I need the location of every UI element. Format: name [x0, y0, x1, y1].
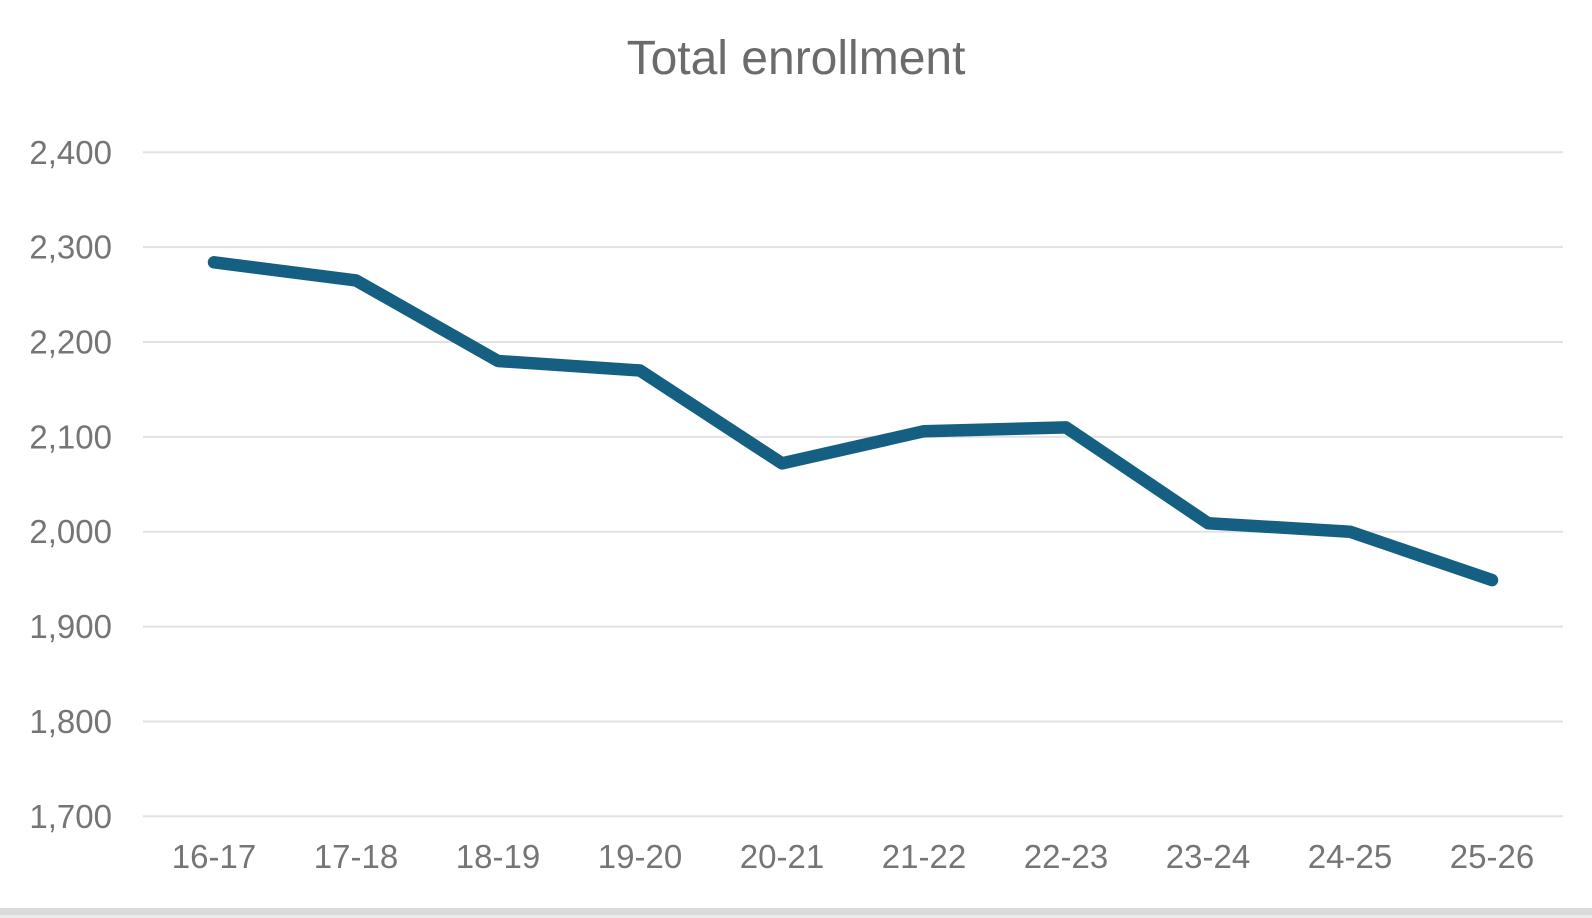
x-axis-tick-label: 22-23 [1024, 838, 1108, 875]
x-axis-tick-label: 17-18 [314, 838, 398, 875]
x-axis-tick-label: 25-26 [1450, 838, 1534, 875]
y-axis-tick-label: 1,800 [29, 703, 112, 740]
x-axis-tick-label: 20-21 [740, 838, 824, 875]
x-axis-tick-label: 19-20 [598, 838, 682, 875]
y-axis-tick-label: 1,700 [29, 798, 112, 835]
chart-title: Total enrollment [626, 32, 966, 85]
x-axis-tick-label: 24-25 [1308, 838, 1392, 875]
x-axis-tick-label: 21-22 [882, 838, 966, 875]
bottom-edge-divider-shadow [0, 915, 1592, 918]
enrollment-series-line [207, 256, 1499, 587]
y-axis-tick-label: 1,900 [29, 608, 112, 645]
bottom-edge-divider [0, 908, 1592, 915]
y-axis-tick-label: 2,300 [29, 229, 112, 266]
x-axis-tick-label: 23-24 [1166, 838, 1250, 875]
y-axis-tick-label: 2,200 [29, 324, 112, 361]
y-axis-tick-label: 2,400 [29, 134, 112, 171]
x-axis-tick-label: 18-19 [456, 838, 540, 875]
y-axis-tick-label: 2,000 [29, 513, 112, 550]
y-axis-tick-label: 2,100 [29, 418, 112, 455]
x-axis-tick-label: 16-17 [172, 838, 256, 875]
